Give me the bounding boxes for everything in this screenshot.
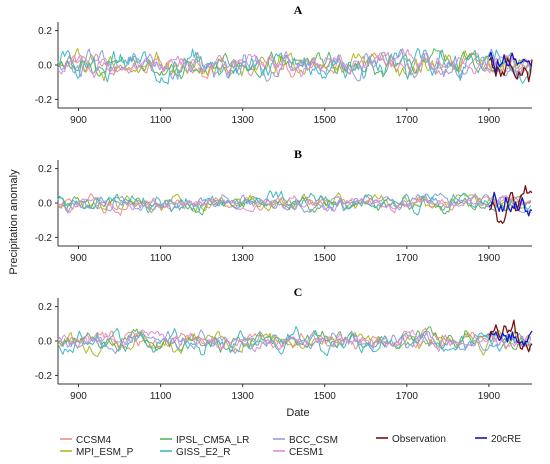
legend-label: 20cRE xyxy=(491,434,521,445)
series-line-20cRE xyxy=(488,330,533,347)
series-line-20cRE xyxy=(488,51,533,74)
series-line-GISS_E2_R xyxy=(57,48,532,85)
x-tick-label: 1300 xyxy=(232,115,255,126)
x-tick-label: 1900 xyxy=(478,391,501,402)
x-tick-label: 1700 xyxy=(396,391,419,402)
x-tick-label: 1500 xyxy=(314,253,337,264)
x-tick-label: 1500 xyxy=(314,391,337,402)
x-tick-label: 1100 xyxy=(150,391,172,402)
y-tick-label: -0.2 xyxy=(35,233,53,244)
series-line-IPSL_CM5A_LR xyxy=(57,193,532,216)
y-tick-label: 0.2 xyxy=(38,26,52,37)
legend-label: CCSM4 xyxy=(76,435,111,446)
series-line-BCC_CSM xyxy=(57,329,532,355)
legend-label: IPSL_CM5A_LR xyxy=(176,435,249,446)
y-tick-label: -0.2 xyxy=(35,95,53,106)
legend-entry-Observation: Observation xyxy=(376,434,446,445)
series-line-Observation xyxy=(488,56,533,83)
series-line-CESM1 xyxy=(57,329,532,353)
legend-entry-MPI_ESM_P: MPI_ESM_P xyxy=(60,447,134,458)
panel-C: C -0.2 0.0 0.2 900 1100 1300 1500 1700 1900 xyxy=(35,285,533,402)
x-tick-label: 1900 xyxy=(478,115,501,126)
x-tick-label: 1300 xyxy=(232,253,255,264)
series-line-Observation xyxy=(488,185,533,224)
legend-entry-BCC_CSM: BCC_CSM xyxy=(273,435,338,446)
legend-label: Observation xyxy=(392,434,446,445)
x-tick-label: 900 xyxy=(70,391,87,402)
y-tick-label: 0.2 xyxy=(38,164,52,175)
x-tick-label: 1100 xyxy=(150,253,172,264)
panel-B: B -0.2 0.0 0.2 900 1100 1300 1500 1700 1900 xyxy=(35,147,533,264)
y-tick-label: 0.0 xyxy=(38,199,52,210)
series-line-GISS_E2_R xyxy=(57,190,532,216)
y-tick-label: -0.2 xyxy=(35,371,53,382)
y-axis-label: Precipitation anomaly xyxy=(8,169,20,275)
panel-A: A -0.2 0.0 0.2 900 1100 1300 1500 1700 1900 xyxy=(35,3,533,126)
x-tick-label: 1700 xyxy=(396,115,419,126)
legend-label: MPI_ESM_P xyxy=(76,447,134,458)
y-tick-label: 0.0 xyxy=(38,337,52,348)
legend-label: BCC_CSM xyxy=(289,435,338,446)
chart-panels: A -0.2 0.0 0.2 900 1100 1300 1500 1700 1900 B -0.2 0… xyxy=(35,3,533,402)
y-tick-label: 0.0 xyxy=(38,61,52,72)
x-tick-label: 1900 xyxy=(478,253,501,264)
x-tick-label: 1500 xyxy=(314,115,337,126)
series-line-CESM1 xyxy=(57,195,532,214)
x-tick-label: 1300 xyxy=(232,391,255,402)
x-tick-label: 1700 xyxy=(396,253,419,264)
legend-entry-IPSL_CM5A_LR: IPSL_CM5A_LR xyxy=(160,435,249,446)
series-line-IPSL_CM5A_LR xyxy=(57,326,532,353)
x-tick-label: 900 xyxy=(70,115,87,126)
x-tick-label: 900 xyxy=(70,253,87,264)
legend-entry-CESM1: CESM1 xyxy=(273,447,324,458)
x-tick-label: 1100 xyxy=(150,115,172,126)
series-line-GISS_E2_R xyxy=(57,326,532,357)
legend-label: GISS_E2_R xyxy=(176,447,230,458)
legend-entry-CCSM4: CCSM4 xyxy=(60,435,111,446)
panel-title: B xyxy=(294,147,302,161)
series-line-CESM1 xyxy=(57,48,532,79)
legend-entry-GISS_E2_R: GISS_E2_R xyxy=(160,447,230,458)
panel-title: A xyxy=(294,3,303,17)
series-line-BCC_CSM xyxy=(57,192,531,214)
panel-title: C xyxy=(294,285,303,299)
x-axis-label: Date xyxy=(286,407,309,419)
legend-label: CESM1 xyxy=(289,447,324,458)
legend-entry-20cRE: 20cRE xyxy=(475,434,521,445)
series-line-20cRE xyxy=(488,191,533,217)
y-tick-label: 0.2 xyxy=(38,302,52,313)
